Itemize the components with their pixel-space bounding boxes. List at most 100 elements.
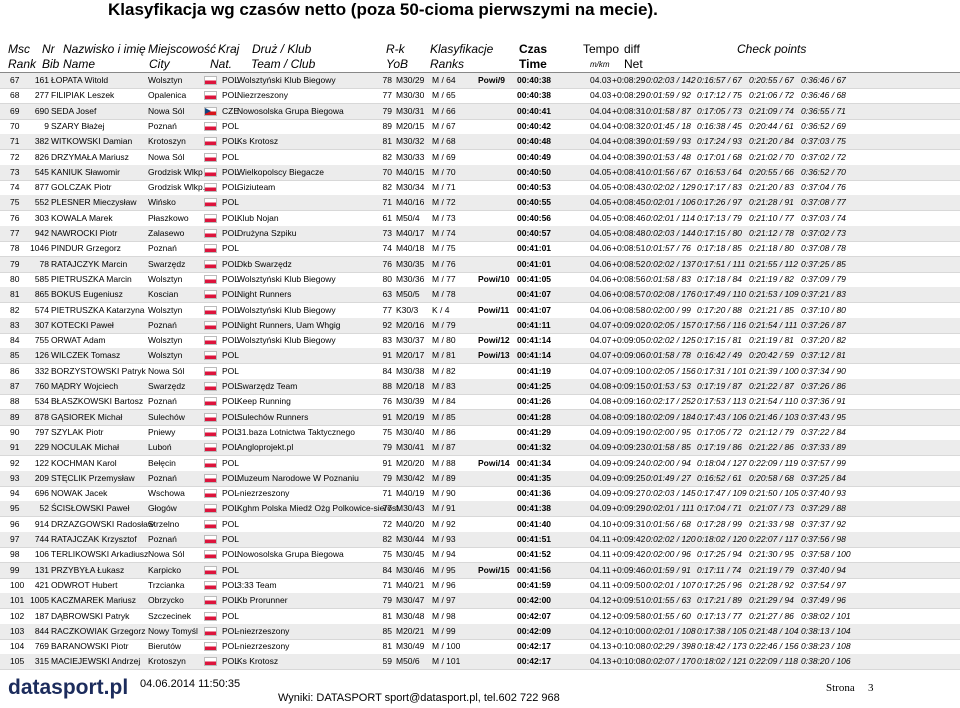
flag-triangle xyxy=(205,107,211,114)
category: M30/31 xyxy=(396,105,425,116)
nat: POL xyxy=(222,243,240,254)
nat: POL xyxy=(222,151,240,162)
city: Nowa Sól xyxy=(148,365,185,376)
flag xyxy=(204,397,217,407)
flag xyxy=(204,106,217,116)
club: Angloprojekt.pl xyxy=(237,442,294,453)
diff: +0:09:18 xyxy=(612,411,646,422)
pace: 04.04 xyxy=(590,120,612,131)
club: Dkb Swarzędz xyxy=(237,258,292,269)
header-label: YoB xyxy=(386,57,409,71)
nat: POL xyxy=(222,656,240,667)
checkpoint: 0:02:01 / 108 xyxy=(646,625,696,636)
checkpoint: 0:17:15 / 81 xyxy=(697,335,742,346)
yob: 82 xyxy=(382,182,392,193)
category: M30/49 xyxy=(396,641,425,652)
checkpoint: 0:02:08 / 176 xyxy=(646,289,696,300)
pace: 04.04 xyxy=(590,136,612,147)
bib: 574 xyxy=(34,304,49,315)
yob: 75 xyxy=(382,549,392,560)
yob: 82 xyxy=(382,534,392,544)
flag xyxy=(204,611,217,621)
checkpoint: 0:17:31 / 101 xyxy=(697,365,747,376)
checkpoint: 0:17:13 / 79 xyxy=(697,212,742,223)
class-rank: M / 67 xyxy=(432,120,456,131)
checkpoint: 0:21:10 / 77 xyxy=(749,212,794,223)
checkpoint: 0:17:53 / 113 xyxy=(697,396,746,407)
header-label: Druż / Klub xyxy=(252,42,312,56)
checkpoint: 0:02:05 / 156 xyxy=(646,365,696,376)
table-row: 101 1005 KACZMAREK Mariusz Obrzycko POL Kb Pr… xyxy=(0,593,960,610)
pace: 04.09 xyxy=(590,488,612,499)
class-rank: M / 86 xyxy=(432,426,456,437)
bib: 122 xyxy=(34,457,49,468)
club: Sulechów Runners xyxy=(237,411,309,422)
pace: 04.06 xyxy=(590,289,612,300)
table-row: 103 844 RACZKOWIAK Grzegorz Nowy Tomyśl POL -… xyxy=(0,623,960,640)
flag xyxy=(204,596,217,606)
flag xyxy=(204,504,217,514)
checkpoint: 0:17:12 / 75 xyxy=(697,90,742,101)
pace: 04.11 xyxy=(590,534,611,544)
pace: 04.09 xyxy=(590,426,612,437)
checkpoint: 0:37:25 / 85 xyxy=(801,258,846,269)
category: M40/20 xyxy=(396,518,425,529)
checkpoint: 0:21:12 / 79 xyxy=(749,426,794,437)
club: -niezrzeszony xyxy=(237,641,290,652)
nat: POL xyxy=(222,518,240,529)
checkpoint: 0:17:04 / 71 xyxy=(697,503,742,514)
name: PIETRUSZKA Marcin xyxy=(51,273,132,284)
yob: 76 xyxy=(382,258,392,269)
name: FILIPIAK Leszek xyxy=(51,90,115,101)
class-rank: M / 76 xyxy=(432,258,456,269)
bib: 161 xyxy=(34,75,49,85)
time: 00:41:51 xyxy=(517,534,552,544)
nat: POL xyxy=(222,396,240,407)
table-row: 71 382 WITKOWSKI Damian Krotoszyn POL Ks Krot… xyxy=(0,134,960,151)
time: 00:41:26 xyxy=(517,396,552,407)
checkpoint: 0:37:21 / 83 xyxy=(801,289,846,300)
pace: 04.07 xyxy=(590,365,612,376)
checkpoint: 0:37:03 / 75 xyxy=(801,136,846,147)
table-row: 73 545 KANIUK Sławomir Grodzisk Wlkp POL Wiel… xyxy=(0,164,960,181)
flag xyxy=(204,91,217,101)
class-rank: M / 95 xyxy=(432,564,456,575)
diff: +0:09:51 xyxy=(612,595,646,606)
pace: 04.05 xyxy=(590,228,612,238)
club: Niezrzeszony xyxy=(237,90,289,101)
rank: 98 xyxy=(10,549,20,560)
table-row: 104 769 BARANOWSKI Piotr Bierutów POL -niezrz… xyxy=(0,639,960,656)
checkpoint: 0:21:12 / 78 xyxy=(749,228,794,238)
rank: 103 xyxy=(10,625,25,636)
yob: 91 xyxy=(382,411,392,422)
city: Wolsztyn xyxy=(148,350,183,361)
special-rank: Powi/13 xyxy=(478,350,510,361)
bib: 382 xyxy=(34,136,49,147)
page-number: 3 xyxy=(868,682,874,694)
diff: +0:09:27 xyxy=(612,488,646,499)
diff: +0:10:08 xyxy=(612,641,646,652)
rank: 76 xyxy=(10,212,20,223)
yob: 82 xyxy=(382,151,392,162)
diff: +0:08:41 xyxy=(612,166,646,177)
checkpoint: 0:01:59 / 92 xyxy=(646,90,691,101)
checkpoint: 0:21:07 / 73 xyxy=(749,503,794,514)
category: M20/21 xyxy=(396,625,425,636)
name: KACZMAREK Mariusz xyxy=(51,595,137,606)
category: M30/44 xyxy=(396,534,425,544)
club: Wolsztyński Klub Biegowy xyxy=(237,304,336,315)
class-rank: M / 73 xyxy=(432,212,456,223)
class-rank: M / 96 xyxy=(432,579,456,590)
pace: 04.08 xyxy=(590,381,612,391)
diff: +0:09:42 xyxy=(612,549,646,560)
table-row: 74 877 GOLCZAK Piotr Grodzisk Wlkp. POL Giziu… xyxy=(0,180,960,197)
yob: 88 xyxy=(382,381,392,391)
diff: +0:08:52 xyxy=(612,258,646,269)
pace: 04.03 xyxy=(590,75,612,85)
bib: 315 xyxy=(34,656,49,667)
category: M50/4 xyxy=(396,212,420,223)
nat: POL xyxy=(222,319,240,330)
checkpoint: 0:21:19 / 81 xyxy=(749,335,794,346)
rank: 93 xyxy=(10,472,20,483)
checkpoint: 0:17:18 / 84 xyxy=(697,273,742,284)
